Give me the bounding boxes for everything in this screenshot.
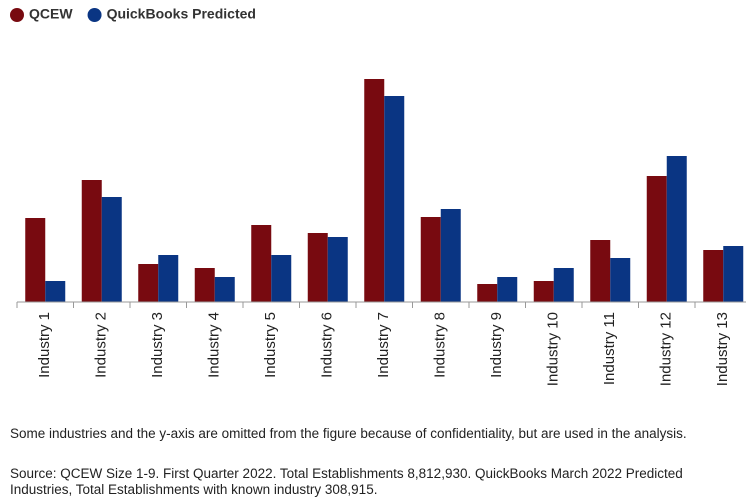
bar [307, 233, 328, 302]
x-tick-label: Industry 4 [206, 312, 223, 378]
bar [497, 277, 518, 302]
bar [533, 281, 554, 302]
bar [703, 250, 724, 302]
bar [477, 284, 498, 302]
legend-label: QuickBooks Predicted [107, 6, 256, 22]
bar [251, 225, 272, 302]
x-tick-label: Industry 7 [375, 312, 392, 378]
x-tick-label: Industry 3 [149, 312, 166, 378]
x-tick-label: Industry 11 [601, 312, 618, 385]
bar [666, 156, 687, 302]
x-tick-label: Industry 5 [262, 312, 279, 378]
bar [327, 237, 348, 302]
x-tick-label: Industry 1 [36, 312, 53, 378]
legend-marker [87, 8, 102, 22]
bar [271, 255, 292, 302]
legend-label: QCEW [29, 6, 73, 22]
x-tick-label: Industry 12 [658, 312, 675, 386]
bar [194, 268, 215, 302]
x-tick-label: Industry 8 [432, 312, 449, 378]
footnote: Some industries and the y-axis are omitt… [10, 426, 687, 441]
bar [590, 240, 611, 302]
bar [214, 277, 235, 302]
bar [646, 176, 667, 302]
bar [440, 209, 461, 302]
bar [364, 79, 385, 302]
bar [45, 281, 66, 302]
bar [553, 268, 574, 302]
bar [384, 96, 405, 302]
chart: QCEW QuickBooks Predicted Industry 1 Indust… [10, 6, 746, 386]
bar [101, 197, 122, 302]
bar [723, 246, 744, 302]
x-tick-label: Industry 10 [545, 312, 562, 386]
x-tick-label: Industry 6 [319, 312, 336, 378]
source-note: Source: QCEW Size 1-9. First Quarter 202… [10, 466, 683, 497]
legend-marker [10, 8, 24, 22]
bar [420, 217, 441, 302]
x-tick-label: Industry 2 [93, 312, 110, 378]
bar [158, 255, 179, 302]
bar [138, 264, 159, 302]
x-tick-label: Industry 9 [488, 312, 505, 378]
x-tick-label: Industry 13 [714, 312, 731, 386]
bar [610, 258, 631, 302]
bar [25, 218, 46, 302]
bar [81, 180, 102, 302]
